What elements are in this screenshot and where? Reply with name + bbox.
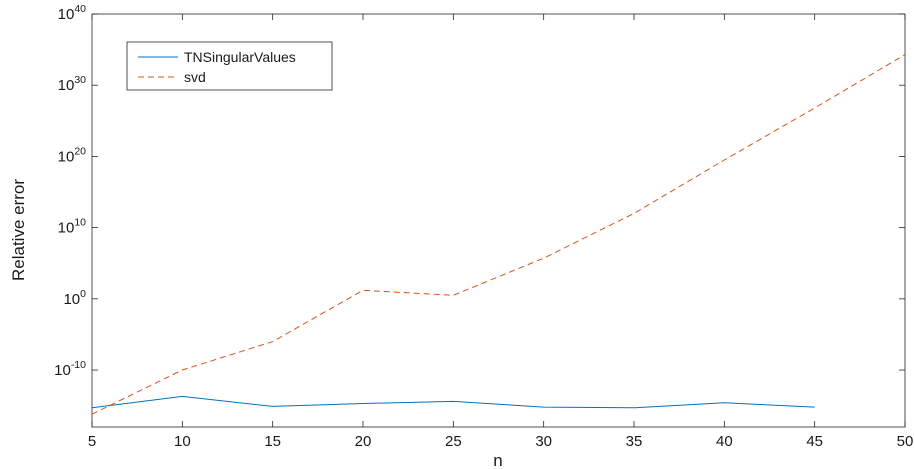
legend-label-svd: svd: [184, 69, 206, 85]
x-axis-label: n: [493, 451, 502, 469]
y-tick-label: 1030: [58, 74, 87, 94]
x-tick-label: 5: [88, 433, 96, 450]
legend-box: [126, 41, 333, 91]
x-tick-label: 25: [445, 433, 462, 450]
x-tick-label: 40: [716, 433, 733, 450]
y-tick-label: 1040: [58, 3, 87, 23]
x-tick-label: 15: [264, 433, 281, 450]
y-axis: 10-10 100 1010 1020 1030 1040: [54, 3, 905, 379]
x-tick-label: 20: [355, 433, 372, 450]
series-line-svd: [91, 54, 906, 415]
y-axis-label: Relative error: [9, 179, 28, 281]
x-tick-label: 30: [535, 433, 552, 450]
x-axis: 5 10 15 20 25 30 35 40 45 50: [88, 14, 914, 450]
x-tick-label: 45: [806, 433, 823, 450]
y-tick-label: 1010: [58, 217, 87, 237]
legend-label-tnsingularvalues: TNSingularValues: [184, 49, 296, 65]
legend: TNSingularValues svd: [126, 41, 333, 91]
x-tick-label: 10: [174, 433, 191, 450]
x-tick-label: 35: [626, 433, 643, 450]
y-tick-label: 1020: [58, 145, 87, 165]
y-tick-label: 10-10: [54, 359, 86, 379]
x-tick-label: 50: [897, 433, 914, 450]
y-tick-label: 100: [63, 288, 86, 308]
series-line-tnsingularvalues: [91, 395, 815, 409]
